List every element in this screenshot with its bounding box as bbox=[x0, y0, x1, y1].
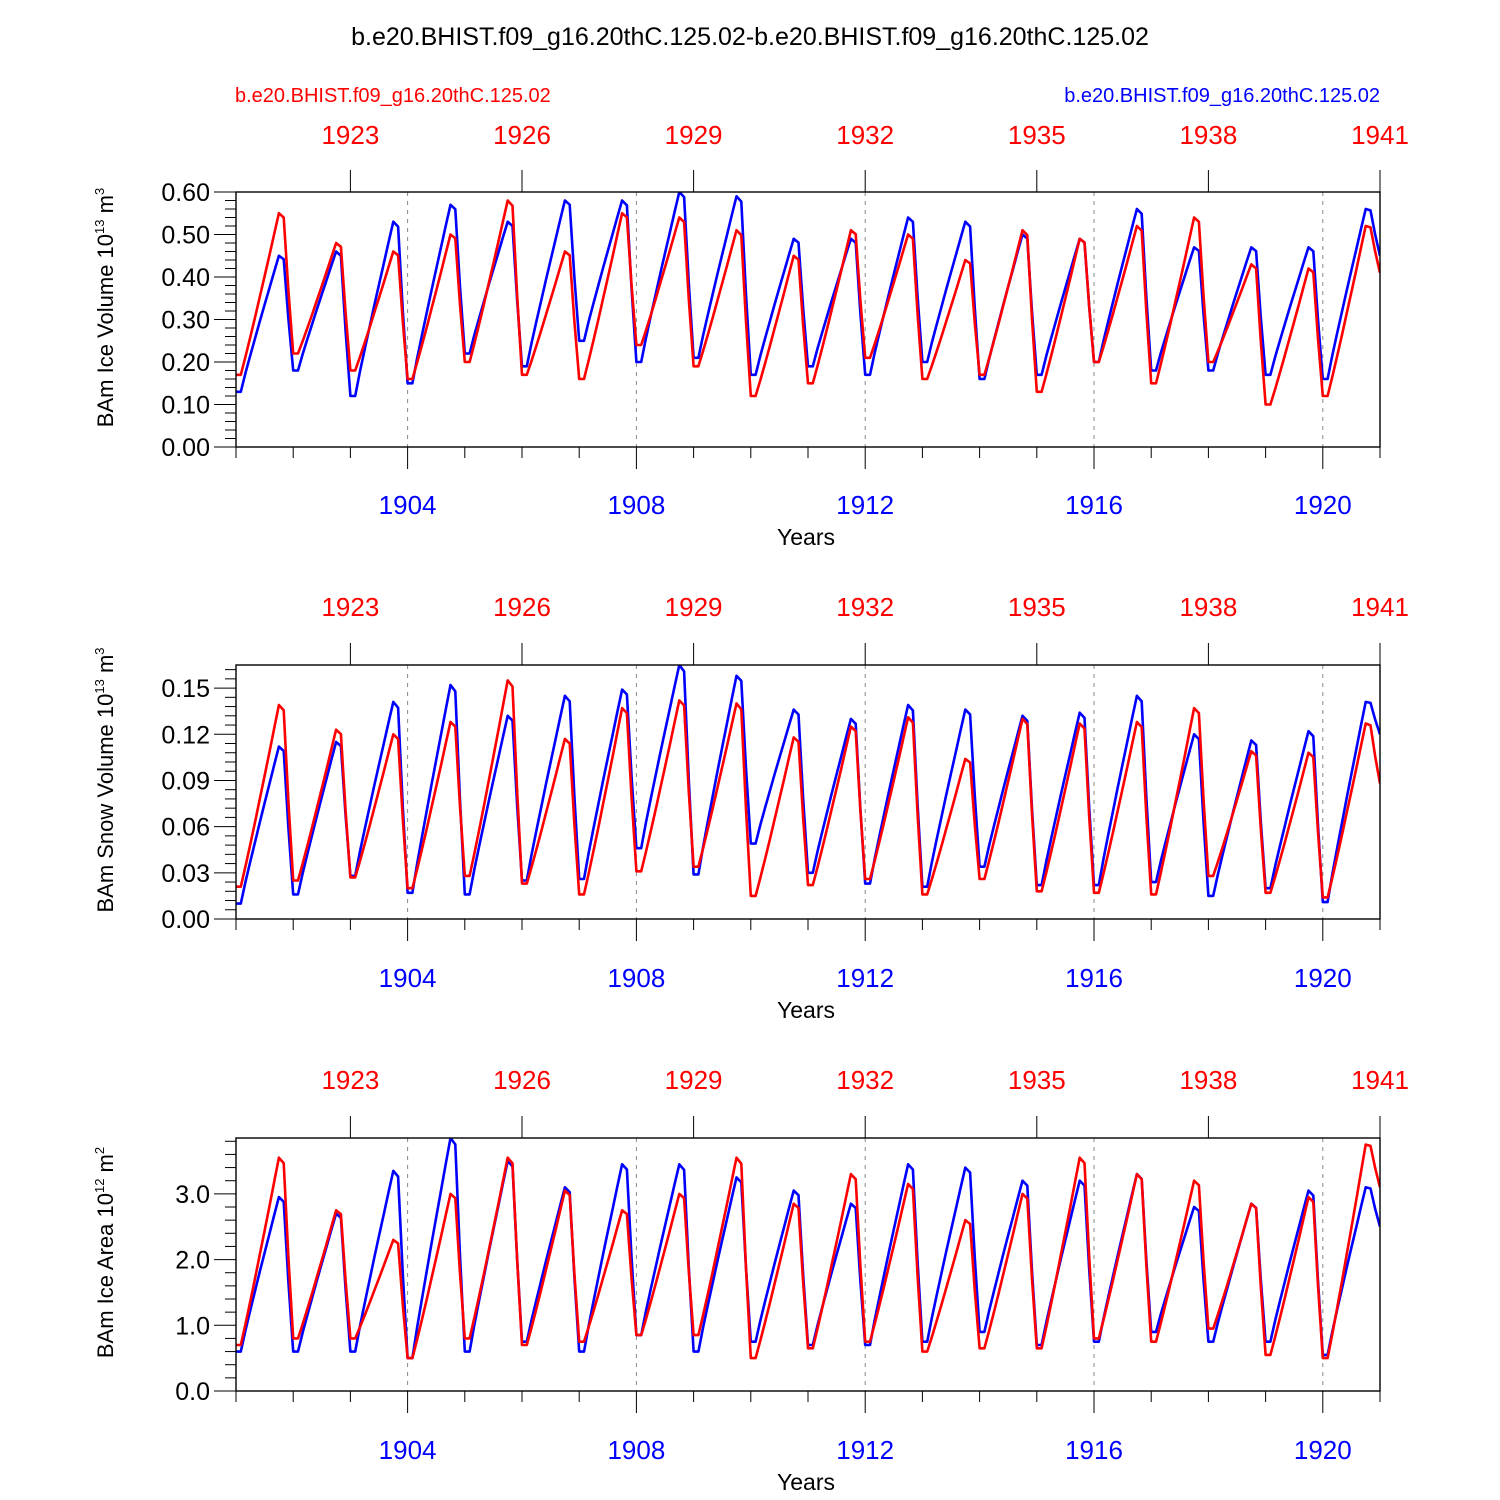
y-tick-label: 0.09 bbox=[161, 767, 210, 795]
y-tick-label: 0.0 bbox=[175, 1378, 210, 1406]
chart-panel-1: 0.00 0.10 0.20 0.30 0.40 0.50 0.60 1904 1908 1912… bbox=[92, 120, 1409, 550]
y-tick-label: 0.03 bbox=[161, 860, 210, 888]
x-bottom-tick-label: 1916 bbox=[1065, 1435, 1123, 1465]
x-top-tick-label: 1932 bbox=[836, 120, 894, 150]
x-top-tick-label: 1929 bbox=[665, 120, 723, 150]
x-top-tick-label: 1932 bbox=[836, 592, 894, 622]
x-bottom-tick-label: 1904 bbox=[379, 490, 437, 520]
y-tick-label: 0.15 bbox=[161, 675, 210, 703]
figure-title: b.e20.BHIST.f09_g16.20thC.125.02-b.e20.B… bbox=[351, 23, 1149, 51]
y-tick-label: 2.0 bbox=[175, 1247, 210, 1275]
x-top-tick-label: 1938 bbox=[1179, 120, 1237, 150]
chart-panel-3: 0.0 1.0 2.0 3.0 1904 1908 1912 1916 1920 1923 1926… bbox=[92, 1065, 1409, 1495]
x-top-tick-label: 1935 bbox=[1008, 592, 1066, 622]
x-top-tick-label: 1941 bbox=[1351, 592, 1409, 622]
y-tick-label: 1.0 bbox=[175, 1312, 210, 1340]
x-top-tick-label: 1926 bbox=[493, 120, 551, 150]
y-tick-label: 0.20 bbox=[161, 349, 210, 377]
x-top-tick-label: 1923 bbox=[321, 120, 379, 150]
x-top-tick-label: 1926 bbox=[493, 592, 551, 622]
x-top-tick-label: 1929 bbox=[665, 1065, 723, 1095]
x-bottom-tick-label: 1920 bbox=[1294, 963, 1352, 993]
x-bottom-tick-label: 1920 bbox=[1294, 490, 1352, 520]
x-top-tick-label: 1923 bbox=[321, 1065, 379, 1095]
x-axis-title: Years bbox=[777, 1469, 835, 1495]
y-tick-label: 0.60 bbox=[161, 179, 210, 207]
series-group bbox=[236, 665, 1380, 905]
x-top-tick-label: 1938 bbox=[1179, 592, 1237, 622]
y-tick-label: 0.06 bbox=[161, 814, 210, 842]
x-axis-title: Years bbox=[777, 997, 835, 1023]
y-tick-label: 0.50 bbox=[161, 222, 210, 250]
x-bottom-tick-label: 1920 bbox=[1294, 1435, 1352, 1465]
y-tick-label: 0.30 bbox=[161, 307, 210, 335]
x-top-tick-label: 1926 bbox=[493, 1065, 551, 1095]
x-bottom-tick-label: 1912 bbox=[836, 490, 894, 520]
y-tick-label: 0.00 bbox=[161, 434, 210, 462]
x-bottom-tick-label: 1916 bbox=[1065, 963, 1123, 993]
legend-red-label: b.e20.BHIST.f09_g16.20thC.125.02 bbox=[235, 85, 551, 107]
y-tick-label: 0.00 bbox=[161, 906, 210, 934]
x-bottom-tick-label: 1904 bbox=[379, 1435, 437, 1465]
x-top-tick-label: 1941 bbox=[1351, 1065, 1409, 1095]
y-axis-title: BAm Ice Volume 1013 m3 bbox=[92, 188, 118, 427]
x-top-tick-label: 1935 bbox=[1008, 1065, 1066, 1095]
series-line-blue bbox=[236, 192, 1380, 398]
x-top-tick-label: 1929 bbox=[665, 592, 723, 622]
x-bottom-tick-label: 1916 bbox=[1065, 490, 1123, 520]
legend-blue-label: b.e20.BHIST.f09_g16.20thC.125.02 bbox=[1064, 85, 1380, 107]
x-top-tick-label: 1935 bbox=[1008, 120, 1066, 150]
x-top-tick-label: 1932 bbox=[836, 1065, 894, 1095]
x-bottom-tick-label: 1908 bbox=[607, 963, 665, 993]
x-axis-title: Years bbox=[777, 524, 835, 550]
x-top-tick-label: 1923 bbox=[321, 592, 379, 622]
series-line-red bbox=[236, 199, 1380, 406]
chart-panel-2: 0.00 0.03 0.06 0.09 0.12 0.15 1904 1908 1912 1916… bbox=[92, 592, 1409, 1023]
series-line-red bbox=[236, 679, 1380, 899]
series-group bbox=[236, 1138, 1380, 1360]
y-tick-label: 0.10 bbox=[161, 392, 210, 420]
series-group bbox=[236, 192, 1380, 406]
series-line-red bbox=[236, 1143, 1380, 1360]
x-bottom-tick-label: 1908 bbox=[607, 1435, 665, 1465]
x-bottom-tick-label: 1912 bbox=[836, 963, 894, 993]
x-bottom-tick-label: 1904 bbox=[379, 963, 437, 993]
x-top-tick-label: 1938 bbox=[1179, 1065, 1237, 1095]
y-axis-title: BAm Snow Volume 1013 m3 bbox=[92, 647, 118, 912]
x-bottom-tick-label: 1912 bbox=[836, 1435, 894, 1465]
y-tick-label: 0.12 bbox=[161, 721, 210, 749]
x-top-tick-label: 1941 bbox=[1351, 120, 1409, 150]
x-bottom-tick-label: 1908 bbox=[607, 490, 665, 520]
y-tick-label: 3.0 bbox=[175, 1181, 210, 1209]
y-axis-title: BAm Ice Area 1012 m2 bbox=[92, 1147, 118, 1358]
y-tick-label: 0.40 bbox=[161, 264, 210, 292]
